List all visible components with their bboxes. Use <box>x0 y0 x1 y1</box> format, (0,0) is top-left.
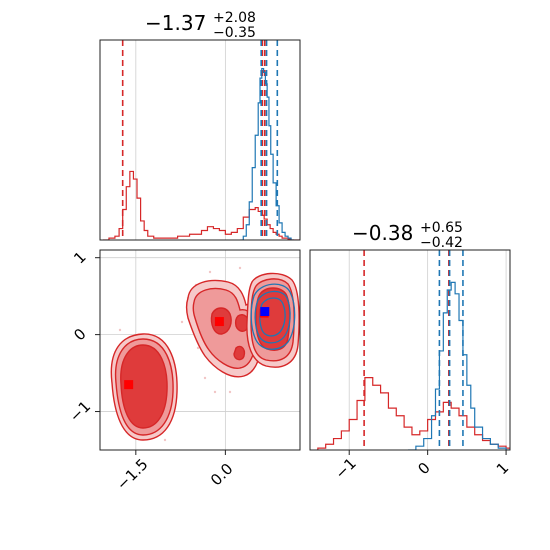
title-1-upper: +2.08 <box>213 10 256 26</box>
hist-2-series-1 <box>408 281 510 450</box>
contour-left <box>110 333 178 441</box>
marginal-panel-2: −0.38 +0.65 −0.42 −1 0 1 <box>309 220 512 483</box>
tick-2d-y-label-1: 0 <box>70 325 89 344</box>
hist-h2 <box>317 250 510 450</box>
points-2d <box>124 307 270 390</box>
title-1-lower: −0.35 <box>213 25 256 41</box>
point-0-1 <box>214 317 224 327</box>
tick-2d-y-label-0: −1 <box>66 397 94 425</box>
hist-1-series-0 <box>102 170 300 240</box>
tick-2d-x-label-1: 0.0 <box>207 460 237 490</box>
ticks-h2: −1 0 1 <box>331 450 512 483</box>
panel-frame-1 <box>99 39 301 241</box>
tick-h2-label-0: −1 <box>331 454 359 482</box>
tick-2d-x-label-0: −1.5 <box>113 455 151 493</box>
hist-h1 <box>102 40 300 240</box>
contour-blue <box>250 283 296 350</box>
joint-panel: −1.5 0.0 −1 0 1 <box>66 248 301 494</box>
title-1: −1.37 +2.08 −0.35 <box>145 10 256 41</box>
title-2-value: −0.38 <box>352 221 413 245</box>
title-2-upper: +0.65 <box>420 220 463 236</box>
hist-2-series-0 <box>317 377 510 450</box>
grid-h1 <box>135 40 226 240</box>
point-0-0 <box>124 380 134 390</box>
grid-h2 <box>348 250 507 450</box>
title-2-lower: −0.42 <box>420 235 463 251</box>
tick-h2-label-2: 1 <box>493 459 512 478</box>
title-2: −0.38 +0.65 −0.42 <box>352 220 463 251</box>
tick-h2-label-1: 0 <box>414 459 433 478</box>
marginal-panel-1: −1.37 +2.08 −0.35 <box>99 10 301 241</box>
contour-layer <box>110 266 300 442</box>
title-1-value: −1.37 <box>145 11 206 35</box>
contour-middle <box>185 279 263 378</box>
point-1-0 <box>260 307 270 317</box>
panel-frame-2d <box>99 249 301 451</box>
tick-2d-y-label-2: 1 <box>70 248 89 267</box>
panel-frame-2 <box>309 249 511 451</box>
